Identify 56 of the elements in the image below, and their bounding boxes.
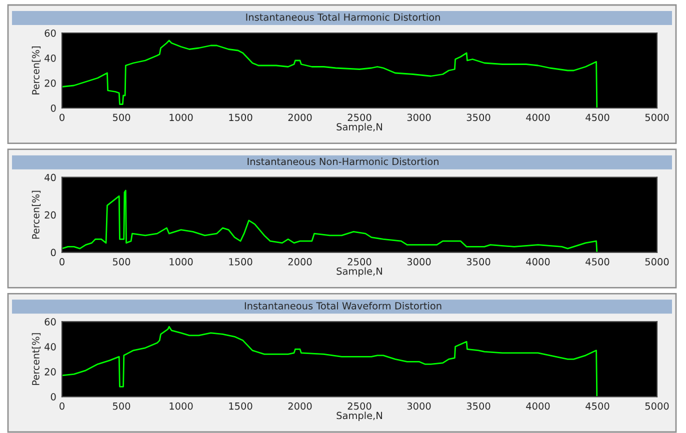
line-series bbox=[62, 326, 598, 397]
x-tick-label: 500 bbox=[112, 114, 130, 122]
x-tick-label: 500 bbox=[112, 402, 130, 410]
x-tick-label: 4000 bbox=[526, 402, 550, 410]
x-tick-label: 4000 bbox=[526, 114, 550, 122]
x-tick-label: 4500 bbox=[586, 258, 610, 266]
x-tick-label: 1500 bbox=[229, 114, 252, 122]
x-tick-label: 0 bbox=[60, 402, 64, 410]
y-tick-label: 20 bbox=[44, 79, 56, 87]
x-tick-label: 2500 bbox=[348, 114, 372, 122]
x-tick-label: 1000 bbox=[170, 258, 193, 266]
x-tick-label: 3500 bbox=[466, 402, 490, 410]
x-tick-label: 500 bbox=[112, 258, 130, 266]
x-tick-label: 3500 bbox=[466, 258, 490, 266]
x-tick-label: 2500 bbox=[348, 258, 372, 266]
x-tick-label: 2000 bbox=[288, 258, 312, 266]
x-tick-label: 1000 bbox=[170, 402, 193, 410]
y-tick-label: 20 bbox=[44, 368, 56, 376]
y-tick-label: 40 bbox=[44, 343, 56, 350]
x-tick-label: 0 bbox=[60, 114, 64, 122]
x-tick-label: 3000 bbox=[407, 114, 431, 122]
chart-title: Instantaneous Total Waveform Distortion bbox=[244, 302, 442, 310]
y-tick-label: 0 bbox=[50, 393, 56, 400]
x-tick-label: 1500 bbox=[229, 402, 252, 410]
x-tick-label: 3000 bbox=[407, 402, 431, 410]
y-tick-label: 60 bbox=[44, 318, 56, 326]
x-tick-label: 2000 bbox=[288, 402, 312, 410]
x-tick-label: 2500 bbox=[348, 402, 372, 410]
x-tick-label: 4500 bbox=[586, 114, 610, 122]
line-series bbox=[62, 40, 598, 108]
y-axis-title: Percen[%] bbox=[32, 46, 41, 94]
line-series bbox=[62, 190, 598, 252]
x-tick-label: 2000 bbox=[288, 114, 312, 122]
chart-title: Instantaneous Non-Harmonic Distortion bbox=[248, 158, 438, 166]
x-axis-title: Sample,N bbox=[336, 412, 382, 422]
y-tick-label: 0 bbox=[50, 248, 56, 256]
y-tick-label: 0 bbox=[50, 104, 56, 112]
x-tick-label: 1500 bbox=[229, 258, 252, 266]
y-tick-label: 40 bbox=[44, 54, 56, 62]
x-axis-title: Sample,N bbox=[336, 122, 382, 132]
x-tick-label: 1000 bbox=[170, 114, 193, 122]
x-tick-label: 3000 bbox=[407, 258, 431, 266]
y-tick-label: 20 bbox=[44, 211, 56, 219]
x-tick-label: 4500 bbox=[586, 402, 610, 410]
y-tick-label: 40 bbox=[44, 174, 56, 182]
chart-title: Instantaneous Total Harmonic Distortion bbox=[246, 13, 440, 21]
x-tick-label: 0 bbox=[60, 258, 64, 266]
x-tick-label: 5000 bbox=[645, 114, 669, 122]
x-tick-label: 3500 bbox=[466, 114, 490, 122]
x-axis-title: Sample,N bbox=[336, 267, 382, 277]
y-axis-title: Percent[%] bbox=[32, 333, 41, 385]
y-axis-title: Percen[%] bbox=[32, 190, 41, 239]
x-tick-label: 5000 bbox=[645, 402, 669, 410]
y-tick-label: 60 bbox=[44, 29, 56, 37]
x-tick-label: 5000 bbox=[645, 258, 669, 266]
x-tick-label: 4000 bbox=[526, 258, 550, 266]
